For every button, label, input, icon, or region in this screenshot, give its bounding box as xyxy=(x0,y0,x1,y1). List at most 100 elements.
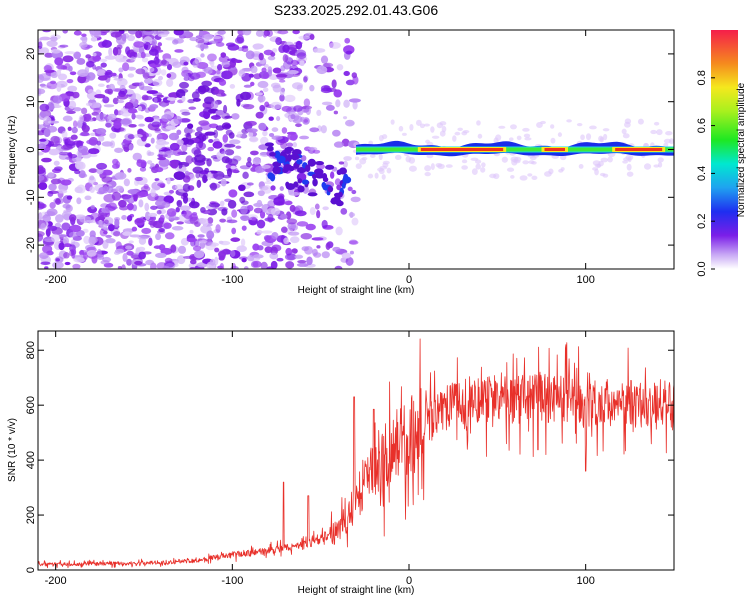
noise-blob xyxy=(480,167,486,173)
noise-blob xyxy=(245,120,257,127)
noise-blob xyxy=(293,181,299,188)
snr-series-line xyxy=(38,338,674,569)
noise-blob xyxy=(209,258,216,266)
noise-blob xyxy=(84,195,92,201)
noise-blob xyxy=(119,205,129,211)
noise-blob xyxy=(60,179,72,186)
noise-blob xyxy=(127,73,135,78)
noise-blob xyxy=(221,156,230,164)
noise-blob xyxy=(62,115,73,122)
noise-blob xyxy=(145,211,151,221)
noise-blob xyxy=(51,233,60,243)
noise-blob xyxy=(166,177,171,185)
noise-blob xyxy=(204,33,214,40)
noise-blob xyxy=(260,261,268,269)
noise-blob xyxy=(626,171,634,177)
noise-blob xyxy=(38,143,47,150)
noise-blob xyxy=(67,65,73,72)
noise-blob xyxy=(103,193,116,203)
noise-blob xyxy=(66,110,76,115)
noise-blob xyxy=(192,245,202,252)
noise-blob xyxy=(144,116,154,123)
noise-blob xyxy=(350,196,361,203)
noise-blob xyxy=(73,30,82,36)
noise-blob xyxy=(126,203,134,211)
spectrogram-y-tick-label: 0 xyxy=(25,146,37,152)
noise-blob xyxy=(297,259,307,264)
noise-blob xyxy=(105,234,112,238)
noise-blob xyxy=(39,138,47,142)
noise-blob xyxy=(109,132,117,139)
noise-blob xyxy=(330,197,338,205)
noise-blob xyxy=(292,30,300,35)
snr-y-tick-label: 600 xyxy=(25,396,37,414)
noise-blob xyxy=(213,89,225,94)
noise-blob xyxy=(88,148,100,155)
noise-blob xyxy=(341,182,346,189)
colorbar-tick-label: 0.4 xyxy=(696,166,708,181)
noise-blob xyxy=(476,120,481,126)
noise-blob xyxy=(126,215,133,222)
noise-blob xyxy=(195,71,207,78)
noise-blob xyxy=(279,186,284,191)
noise-blob xyxy=(243,191,255,198)
noise-blob xyxy=(67,85,78,92)
noise-blob xyxy=(558,168,564,173)
noise-blob xyxy=(113,251,120,255)
noise-blob xyxy=(643,163,652,170)
noise-blob xyxy=(136,115,144,120)
snr-panel: -200 -100 0 100 0 200 400 600 800 Height of str… xyxy=(7,330,675,596)
noise-blob xyxy=(301,179,309,185)
noise-blob xyxy=(43,64,52,72)
noise-blob xyxy=(237,131,243,138)
snr-y-tick-label: 400 xyxy=(25,451,37,469)
noise-blob xyxy=(298,35,310,40)
noise-blob xyxy=(471,168,478,175)
tone-red-segment xyxy=(615,148,663,151)
noise-blob xyxy=(85,54,92,59)
noise-blob xyxy=(183,210,193,220)
noise-blob xyxy=(96,140,102,146)
noise-blob xyxy=(181,143,188,152)
noise-blob xyxy=(204,131,216,136)
noise-blob xyxy=(90,102,101,109)
noise-blob xyxy=(598,160,604,167)
noise-blob xyxy=(578,164,584,169)
noise-blob xyxy=(657,161,663,168)
spectrogram-tone-band xyxy=(356,140,674,157)
noise-blob xyxy=(101,169,113,176)
noise-blob xyxy=(334,178,341,186)
noise-blob xyxy=(189,229,194,234)
noise-blob xyxy=(137,246,146,252)
noise-blob xyxy=(292,142,298,148)
noise-blob xyxy=(287,69,299,75)
noise-blob xyxy=(626,163,632,171)
noise-blob xyxy=(276,155,286,164)
noise-blob xyxy=(39,252,49,260)
noise-blob xyxy=(234,37,245,44)
noise-blob xyxy=(215,224,221,233)
noise-blob xyxy=(160,102,167,108)
noise-blob xyxy=(63,138,69,146)
noise-blob xyxy=(241,45,249,49)
noise-blob xyxy=(61,130,68,139)
noise-blob xyxy=(269,152,276,157)
noise-blob xyxy=(439,130,446,137)
noise-blob xyxy=(249,137,258,142)
noise-blob xyxy=(138,191,149,198)
noise-blob xyxy=(131,254,140,260)
noise-blob xyxy=(134,218,144,224)
tone-green-band xyxy=(356,147,674,152)
noise-blob xyxy=(205,88,216,94)
noise-blob xyxy=(378,153,383,161)
noise-blob xyxy=(258,52,264,61)
noise-blob xyxy=(103,104,115,108)
noise-blob xyxy=(284,253,297,261)
noise-blob xyxy=(475,163,481,170)
noise-blob xyxy=(186,237,198,243)
noise-blob xyxy=(622,133,630,139)
noise-blob xyxy=(343,156,352,161)
noise-blob xyxy=(230,165,237,170)
noise-blob xyxy=(262,130,268,137)
